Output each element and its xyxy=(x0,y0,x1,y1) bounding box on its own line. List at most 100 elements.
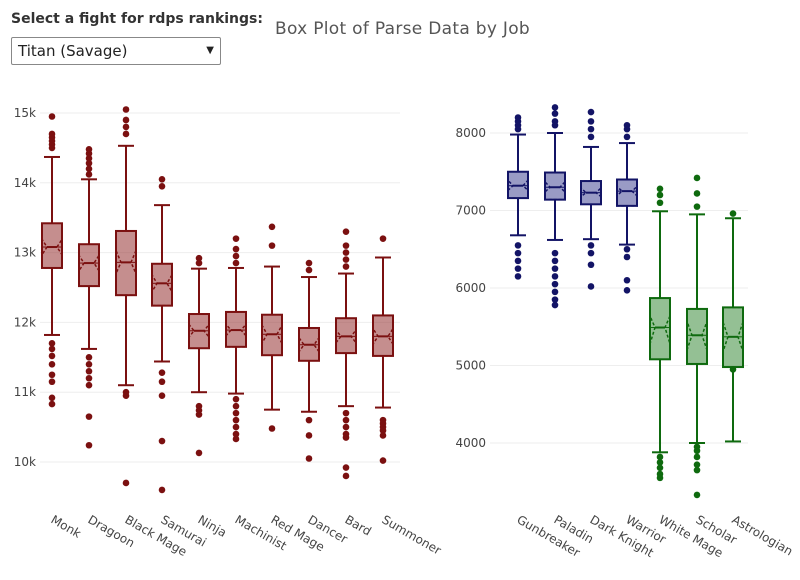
outlier-point xyxy=(232,235,240,242)
outlier-point xyxy=(268,242,276,249)
outlier-point xyxy=(232,245,240,253)
outlier-point xyxy=(693,461,701,469)
outlier-point xyxy=(656,459,664,466)
box-notch xyxy=(649,297,671,361)
outlier-point xyxy=(158,176,166,183)
outlier-point xyxy=(656,199,664,207)
outlier-point xyxy=(587,242,595,249)
outlier-point xyxy=(587,261,595,269)
outlier-point xyxy=(587,118,595,125)
outlier-point xyxy=(158,182,166,190)
outlier-point xyxy=(48,371,56,379)
outlier-point xyxy=(623,133,631,141)
outlier-point xyxy=(232,409,240,417)
outlier-point xyxy=(551,296,559,303)
outlier-point xyxy=(48,130,56,138)
outlier-point xyxy=(232,395,240,403)
outlier-point xyxy=(342,472,350,480)
outlier-point xyxy=(514,273,522,280)
outlier-point xyxy=(85,413,93,420)
outlier-point xyxy=(379,235,387,242)
box-notch xyxy=(78,243,100,287)
y-tick-label: 5000 xyxy=(455,359,486,373)
outlier-point xyxy=(693,466,701,474)
outlier-point xyxy=(551,110,559,117)
outlier-point xyxy=(305,432,313,439)
outlier-point xyxy=(305,266,313,274)
outlier-point xyxy=(122,130,130,138)
outlier-point xyxy=(232,423,240,431)
y-tick-label: 14k xyxy=(14,176,36,190)
y-tick-label: 13k xyxy=(14,246,36,260)
outlier-point xyxy=(122,388,130,396)
outlier-point xyxy=(342,464,350,471)
box-body xyxy=(41,222,63,269)
outlier-point xyxy=(48,340,56,347)
outlier-point xyxy=(551,265,559,272)
box-notch xyxy=(298,327,320,362)
box-notch xyxy=(41,222,63,269)
outlier-point xyxy=(656,185,664,193)
outlier-point xyxy=(85,354,93,361)
outlier-point xyxy=(48,113,56,120)
box-notch xyxy=(686,308,708,365)
fight-select-dropdown[interactable]: Titan (Savage) ▼ xyxy=(11,37,221,65)
fight-select-label: Select a fight for rdps rankings: xyxy=(11,11,263,27)
outlier-point xyxy=(232,430,240,438)
outlier-point xyxy=(379,432,387,439)
outlier-point xyxy=(232,402,240,410)
outlier-point xyxy=(232,252,240,260)
outlier-point xyxy=(305,259,313,267)
outlier-point xyxy=(122,106,130,113)
outlier-point xyxy=(85,145,93,153)
outlier-point xyxy=(85,381,93,389)
outlier-point xyxy=(85,441,93,449)
outlier-point xyxy=(122,479,130,487)
outlier-point xyxy=(48,400,56,408)
outlier-point xyxy=(587,108,595,116)
outlier-point xyxy=(693,453,701,461)
category-label: Monk xyxy=(49,512,84,540)
outlier-point xyxy=(623,253,631,261)
outlier-point xyxy=(48,360,56,368)
chart-title: Box Plot of Parse Data by Job xyxy=(275,19,531,39)
outlier-point xyxy=(342,242,350,249)
y-tick-label: 12k xyxy=(14,315,36,329)
box-notch xyxy=(580,180,602,206)
outlier-point xyxy=(232,416,240,424)
outlier-point xyxy=(48,394,56,402)
outlier-point xyxy=(85,155,93,162)
outlier-point xyxy=(623,287,631,294)
outlier-point xyxy=(342,416,350,424)
outlier-point xyxy=(693,174,701,182)
outlier-point xyxy=(587,133,595,141)
outlier-point xyxy=(656,453,664,461)
outlier-point xyxy=(623,121,631,129)
outlier-point xyxy=(551,280,559,288)
outlier-point xyxy=(623,276,631,284)
box-notch xyxy=(722,306,744,368)
outlier-point xyxy=(85,360,93,368)
outlier-point xyxy=(379,457,387,464)
outlier-point xyxy=(342,430,350,438)
box-notch xyxy=(507,171,529,199)
dropdown-caret-icon: ▼ xyxy=(206,45,214,56)
outlier-point xyxy=(195,449,203,457)
outlier-point xyxy=(729,210,737,217)
outlier-point xyxy=(158,486,166,494)
outlier-point xyxy=(342,256,350,263)
outlier-point xyxy=(587,249,595,257)
outlier-point xyxy=(122,123,130,131)
y-tick-label: 10k xyxy=(14,455,36,469)
outlier-point xyxy=(158,392,166,399)
box-notch xyxy=(151,263,173,307)
outlier-point xyxy=(195,402,203,410)
outlier-point xyxy=(232,435,240,443)
outlier-point xyxy=(85,165,93,173)
box-notch xyxy=(115,230,137,296)
outlier-point xyxy=(158,369,166,376)
outlier-point xyxy=(342,228,350,235)
box-notch xyxy=(225,311,247,348)
box-body xyxy=(151,262,173,307)
